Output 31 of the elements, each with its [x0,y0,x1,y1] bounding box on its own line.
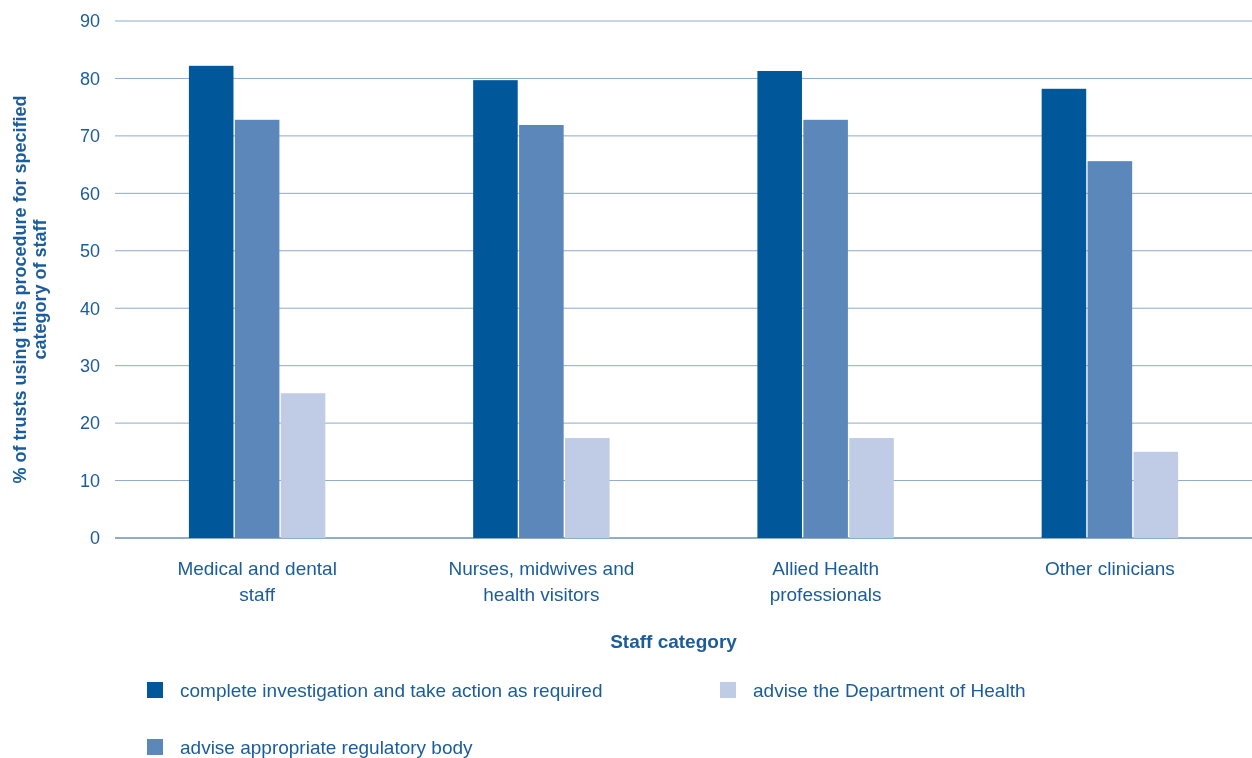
y-tick-label: 90 [79,11,100,32]
bar [849,438,894,538]
x-tick-label: Other clinicians [1044,558,1175,579]
x-axis-title: Staff category [610,631,738,652]
legend-label: complete investigation and take action as required [180,679,603,701]
y-tick-label: 30 [79,355,100,376]
bar [234,119,280,538]
bar [1133,451,1179,538]
bar [1087,161,1133,538]
y-tick-label: 20 [79,413,100,434]
y-tick-label: 80 [79,68,100,89]
y-tick-label: 0 [89,528,100,549]
bar [519,124,564,538]
bar [803,119,848,538]
x-tick-label: Allied Health professionals [769,558,882,605]
bar [188,65,234,538]
y-tick-label: 10 [79,470,100,491]
x-tick-label: Nurses, midwives and health visitors [448,558,635,605]
bar [757,70,802,538]
bar [473,80,518,538]
y-tick-label: 50 [79,241,100,262]
y-axis-title: % of trusts using this procedure for specified category of staff [10,95,50,484]
bar [1041,88,1087,538]
y-tick-label: 70 [79,126,100,147]
y-tick-label: 60 [79,183,100,204]
y-tick-label: 40 [79,298,100,319]
x-tick-label: Medical and dental staff [177,558,337,605]
legend-label: advise the Department of Health [753,679,1026,701]
legend-label: advise appropriate regulatory body [180,736,474,758]
bar [280,393,326,538]
bar [565,438,610,538]
